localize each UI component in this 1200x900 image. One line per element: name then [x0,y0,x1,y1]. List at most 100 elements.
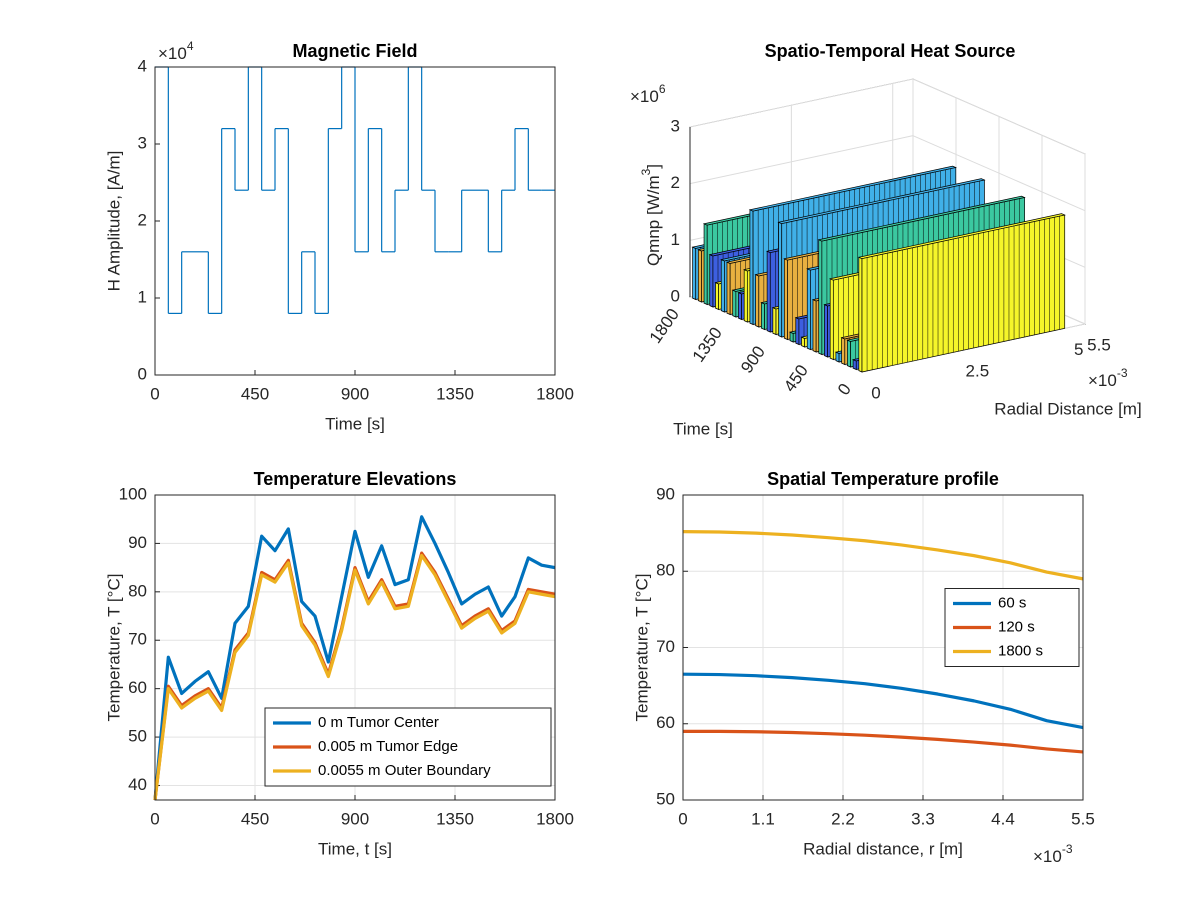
chart-title: Magnetic Field [292,41,417,61]
chart-title: Temperature Elevations [254,469,457,489]
y-tick-label: 5 [1074,340,1083,359]
bar-left-face [829,278,834,361]
axis-multiplier: ×104 [158,39,194,63]
y-tick-label: 0 [138,364,147,383]
z-tick-label: 0 [671,286,680,305]
data-line [682,672,1084,730]
bar-left-face [715,282,720,311]
legend-label: 0.0055 m Outer Boundary [318,762,491,779]
y-axis-label: H Amplitude, [A/m] [104,151,123,292]
bar-left-face [703,223,708,306]
x-tick-label: 0 [150,809,159,828]
grid-line [689,78,914,128]
y-tick-label: 70 [656,637,675,656]
bar-left-face [783,258,788,341]
bar-left-face [778,221,783,338]
bar-left-face [709,254,714,308]
z-label-tail: ] [644,164,663,169]
z-axis-label: Qmnp [W/m3] [639,164,663,266]
y-tick-label: 3 [138,133,147,152]
axes-frame [682,494,1084,801]
y-tick-label: 1 [138,287,147,306]
y-tick-label: 50 [656,789,675,808]
legend-label: 1800 s [998,642,1043,659]
chart-title: Spatio-Temporal Heat Source [765,41,1016,61]
x-tick-label: 3.3 [911,809,935,828]
x-tick-label: 0 [678,809,687,828]
y-axis-label: Temperature, T [°C] [632,574,651,722]
axis-multiplier: ×106 [630,82,666,106]
data-line [153,553,556,801]
z-tick-label: 2 [671,173,680,192]
x-tick-label: 1800 [646,305,683,347]
y-tick-label: 50 [128,727,147,746]
y-axis-label: Radial Distance [m] [994,399,1141,418]
y-tick-label: 40 [128,775,147,794]
y-tick-label: 60 [128,678,147,697]
bar-left-face [697,249,702,303]
x-tick-label: 1.1 [751,809,775,828]
bar-left-face [738,292,742,321]
bar-left-face [847,339,851,368]
bar-left-face [692,246,697,301]
x-tick-label: 2.2 [831,809,855,828]
x-tick-label: 0 [150,384,159,403]
x-tick-label: 900 [341,809,369,828]
x-tick-label: 900 [737,342,769,376]
multiplier-exponent: -3 [1062,842,1073,856]
x-tick-label: 450 [780,361,812,395]
bar-left-face [749,209,754,326]
legend-label: 120 s [998,618,1035,635]
grid-line [689,135,914,185]
x-tick-label: 450 [241,809,269,828]
y-tick-label: 0 [871,383,880,402]
x-tick-label: 4.4 [991,809,1015,828]
x-tick-label: 0 [834,380,855,399]
multiplier-base: ×10 [630,87,659,106]
y-tick-label: 60 [656,713,675,732]
multiplier-base: ×10 [1088,371,1117,390]
bar-left-face [806,268,811,351]
multiplier-exponent: 6 [659,82,666,96]
x-axis-label: Time [s] [673,419,733,438]
axis-multiplier: ×10-3 [1033,842,1073,866]
x-axis-label: Time [s] [325,414,385,433]
bar-left-face [824,304,828,358]
z-label-sup: 3 [639,168,653,175]
legend-label: 0 m Tumor Center [318,714,439,731]
bar-left-face [732,289,737,318]
x-tick-label: 1350 [689,324,726,366]
legend-label: 60 s [998,594,1026,611]
y-tick-label: 4 [138,56,147,75]
data-line [683,729,1084,754]
y-tick-label: 80 [656,561,675,580]
chart-title: Spatial Temperature profile [767,469,999,489]
y-tick-label: 2.5 [966,362,990,381]
x-tick-label: 450 [241,384,269,403]
bar-left-face [755,274,760,328]
x-tick-label: 900 [341,384,369,403]
y-tick-label: 70 [128,630,147,649]
bar-left-face [795,317,800,346]
y-tick-label: 100 [119,484,147,503]
bar-left-face [858,256,863,373]
z-tick-label: 3 [671,116,680,135]
x-axis-label: Radial distance, r [m] [803,839,963,858]
z-label-text: Qmnp [W/m [644,175,663,266]
y-tick-label: 5.5 [1087,335,1111,354]
data-line [153,515,556,801]
y-tick-label: 2 [138,210,147,229]
legend-box [264,707,552,787]
bar-left-face [743,269,748,323]
axes-frame [154,494,556,801]
bar-left-face [841,337,846,366]
bar-left-face [818,239,823,356]
x-tick-label: 5.5 [1071,809,1095,828]
x-axis-label: Time, t [s] [318,839,392,858]
y-tick-label: 90 [656,484,675,503]
bar-left-face [812,299,817,353]
multiplier-exponent: 4 [187,39,194,53]
bar-left-face [720,259,725,313]
